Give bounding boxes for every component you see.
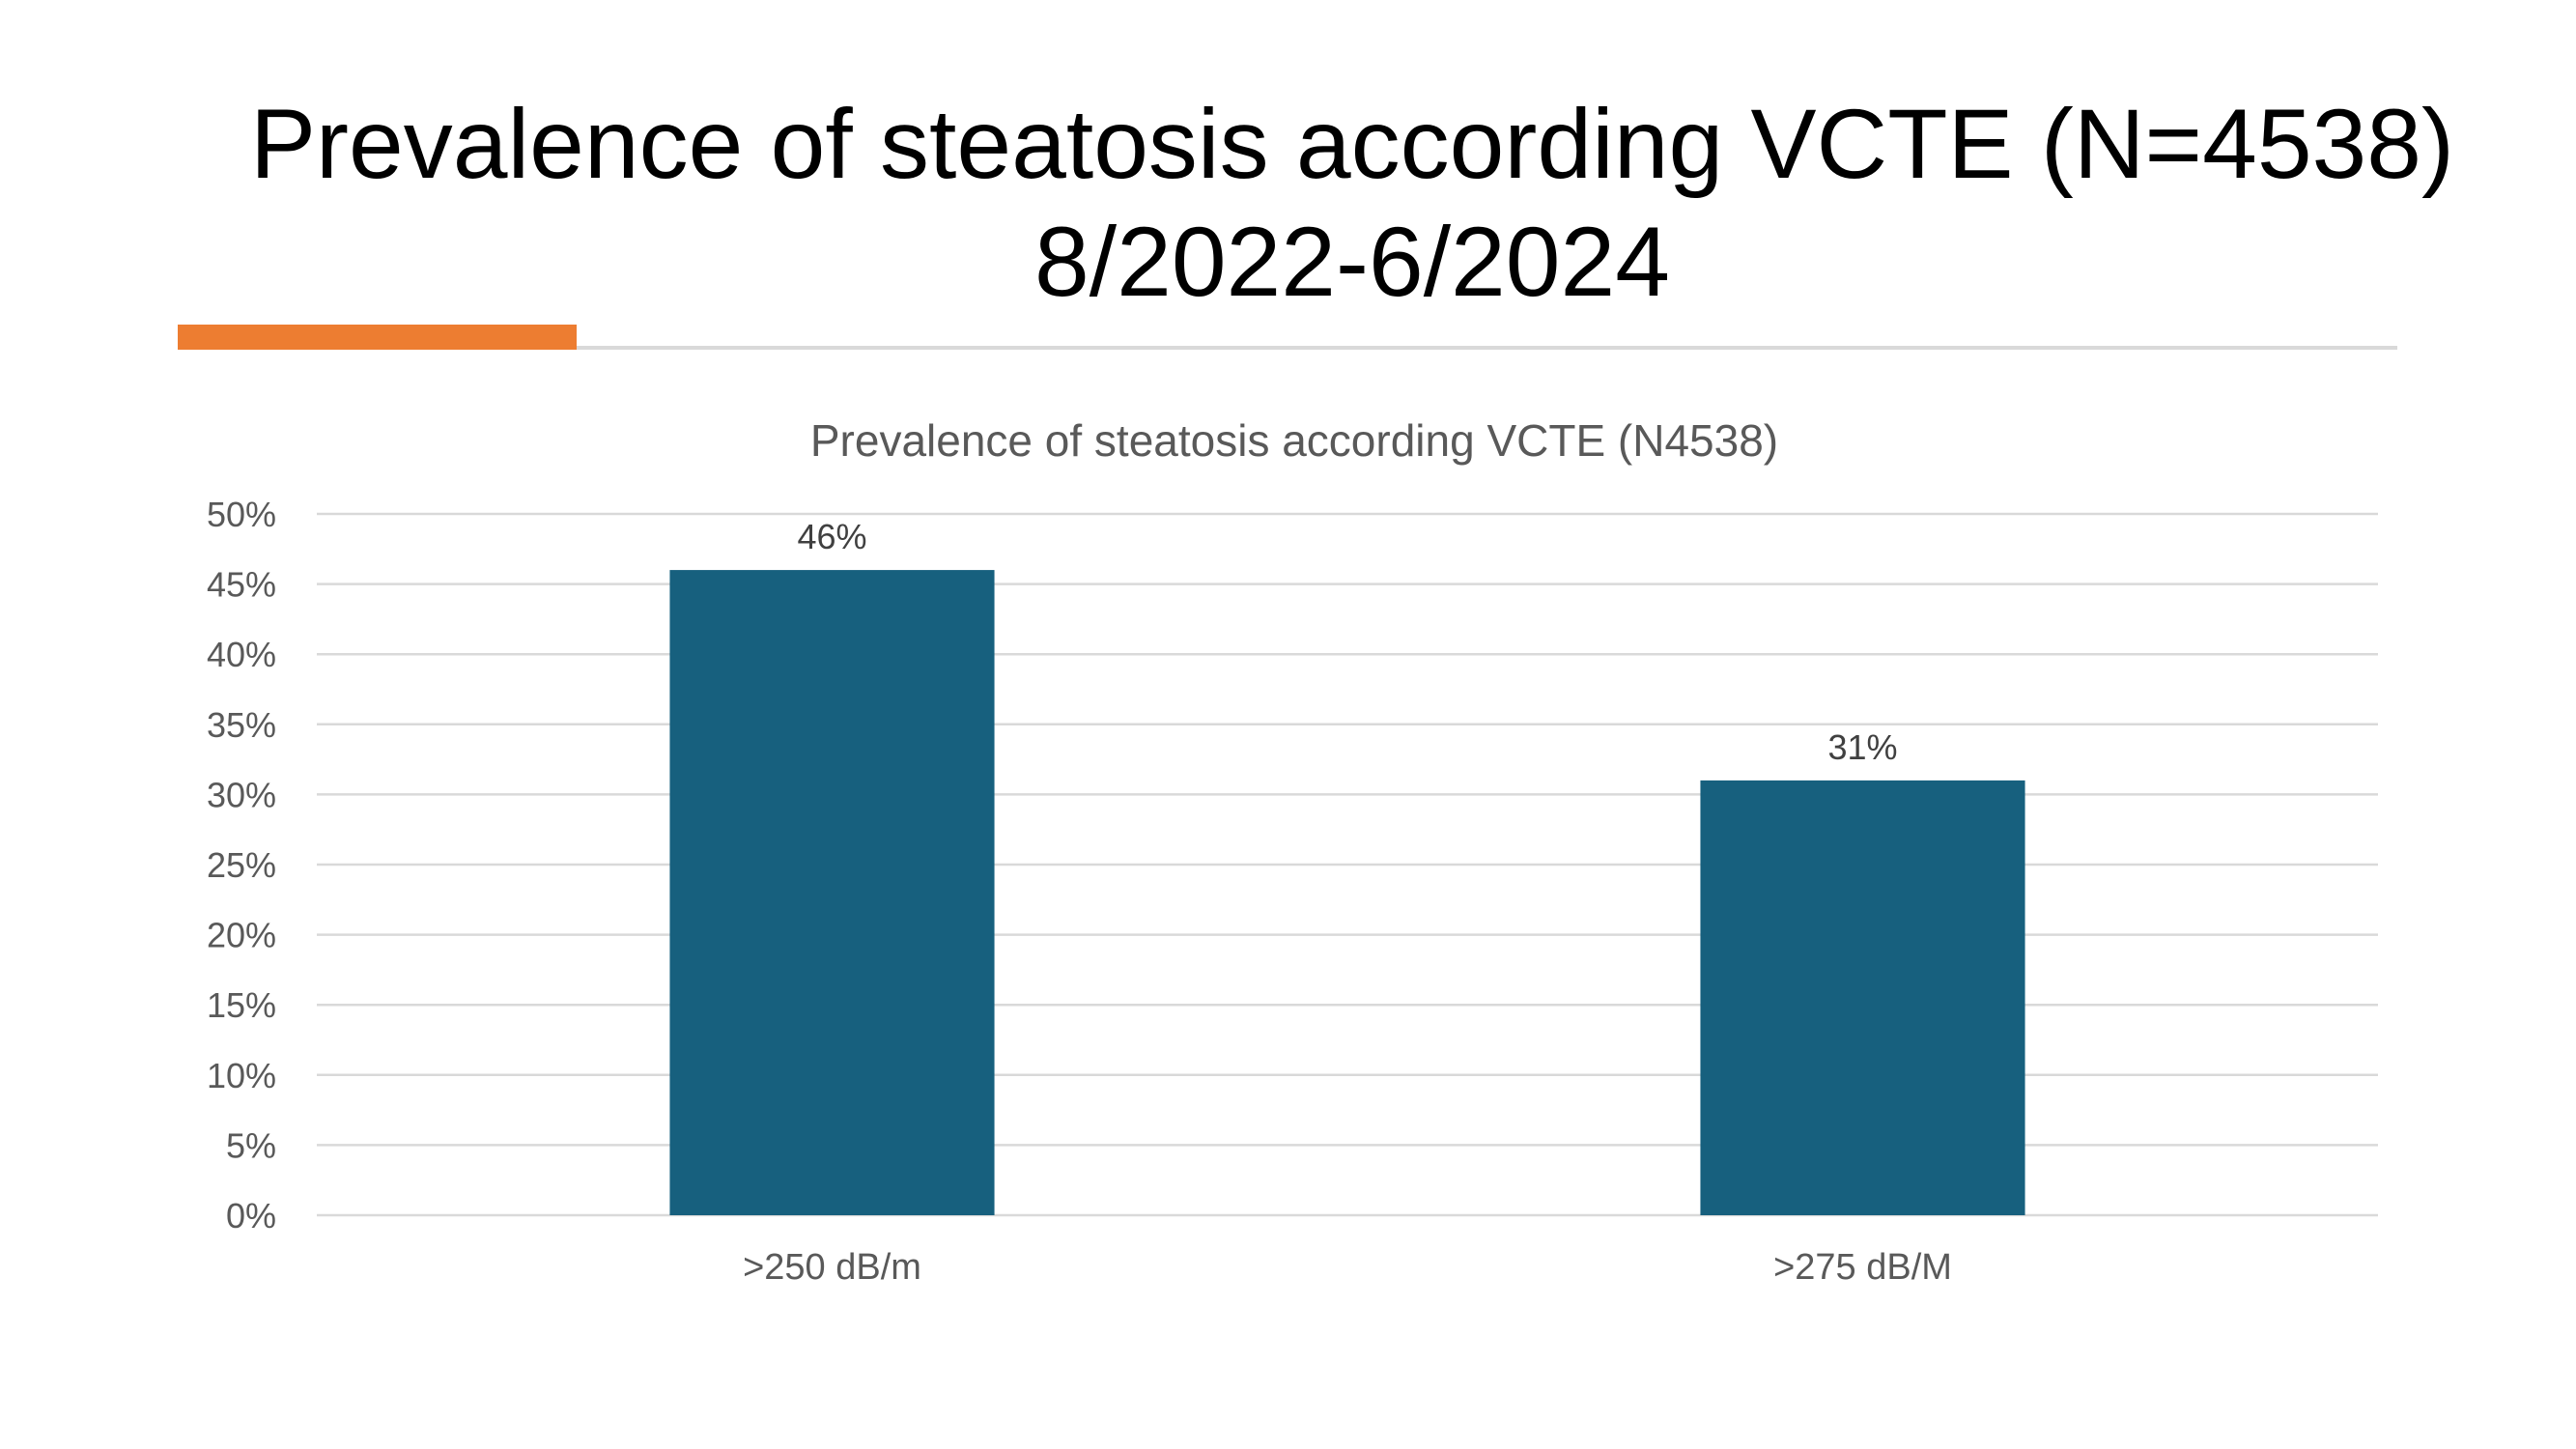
data-label: 46% (797, 517, 866, 556)
y-tick-label: 20% (207, 916, 276, 955)
y-tick-label: 15% (207, 985, 276, 1025)
slide-title-line-1: Prevalence of steatosis according VCTE (… (250, 89, 2454, 199)
y-axis-tick-labels: 0% 5% 10% 15% 20% 25% 30% 35% 40% 45% 50% (207, 495, 276, 1236)
y-tick-label: 45% (207, 565, 276, 605)
category-label: >250 dB/m (743, 1247, 921, 1288)
y-tick-label: 50% (207, 495, 276, 534)
y-tick-label: 5% (226, 1125, 276, 1165)
title-accent-bar (178, 325, 577, 350)
gridlines (317, 512, 2378, 1217)
y-tick-label: 25% (207, 845, 276, 885)
y-tick-label: 10% (207, 1056, 276, 1095)
chart-title: Prevalence of steatosis according VCTE (… (810, 415, 1778, 466)
data-labels: 46% 31% (797, 517, 1897, 767)
y-tick-label: 30% (207, 775, 276, 814)
bars (669, 570, 2025, 1215)
y-tick-label: 0% (226, 1196, 276, 1236)
data-label: 31% (1827, 727, 1897, 767)
bar (669, 570, 995, 1215)
bar (1700, 780, 2025, 1215)
y-tick-label: 35% (207, 705, 276, 745)
title-divider (577, 346, 2397, 350)
x-axis-category-labels: >250 dB/m >275 dB/M (743, 1247, 1952, 1288)
category-label: >275 dB/M (1773, 1247, 1952, 1288)
slide-title-line-2: 8/2022-6/2024 (1034, 207, 1670, 317)
slide-title: Prevalence of steatosis according VCTE (… (241, 85, 2463, 321)
y-tick-label: 40% (207, 635, 276, 674)
